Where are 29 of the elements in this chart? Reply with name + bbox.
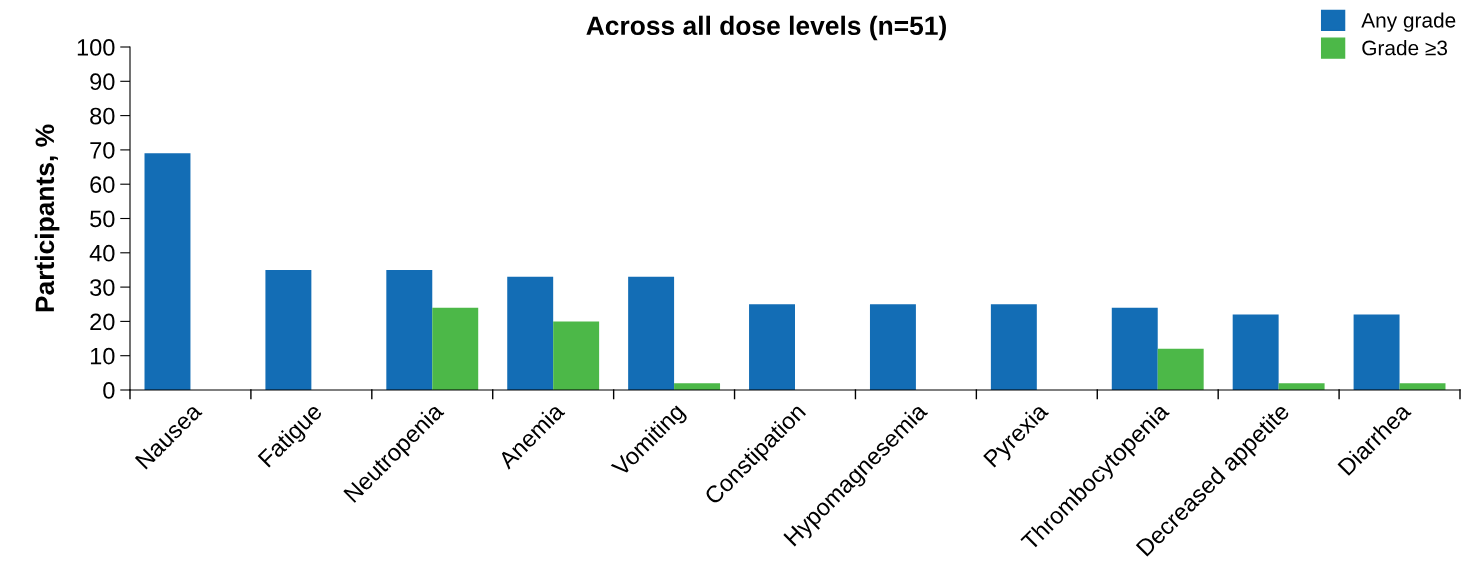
y-tick-label: 100 xyxy=(77,39,115,56)
y-tick-label: 50 xyxy=(90,210,115,228)
bar xyxy=(386,269,433,390)
y-tick-label: 20 xyxy=(90,313,115,331)
y-axis-title: Participants, % xyxy=(34,124,60,312)
bar xyxy=(628,276,675,390)
y-tick-label: 90 xyxy=(90,73,115,91)
chart-title: Across all dose levels (n=51) xyxy=(586,15,946,41)
bar xyxy=(1157,348,1204,390)
y-tick-label: 70 xyxy=(90,141,115,159)
bar xyxy=(869,304,916,390)
bar xyxy=(553,321,600,390)
legend-label: Any grade xyxy=(1361,12,1456,32)
bar xyxy=(749,304,795,390)
legend-label: Grade ≥3 xyxy=(1362,40,1448,56)
bar xyxy=(1232,314,1279,390)
y-tick-label: 0 xyxy=(103,382,115,399)
bar xyxy=(1111,307,1158,390)
y-tick-label: 30 xyxy=(90,279,115,296)
bar xyxy=(507,276,554,390)
bar xyxy=(1353,314,1400,390)
bar xyxy=(265,269,312,390)
bar xyxy=(432,307,479,390)
y-tick-label: 60 xyxy=(90,176,115,193)
bar xyxy=(990,304,1037,390)
y-tick-label: 10 xyxy=(90,347,115,365)
y-tick-label: 80 xyxy=(90,107,115,125)
y-tick-label: 40 xyxy=(89,244,115,262)
bar xyxy=(144,153,191,390)
